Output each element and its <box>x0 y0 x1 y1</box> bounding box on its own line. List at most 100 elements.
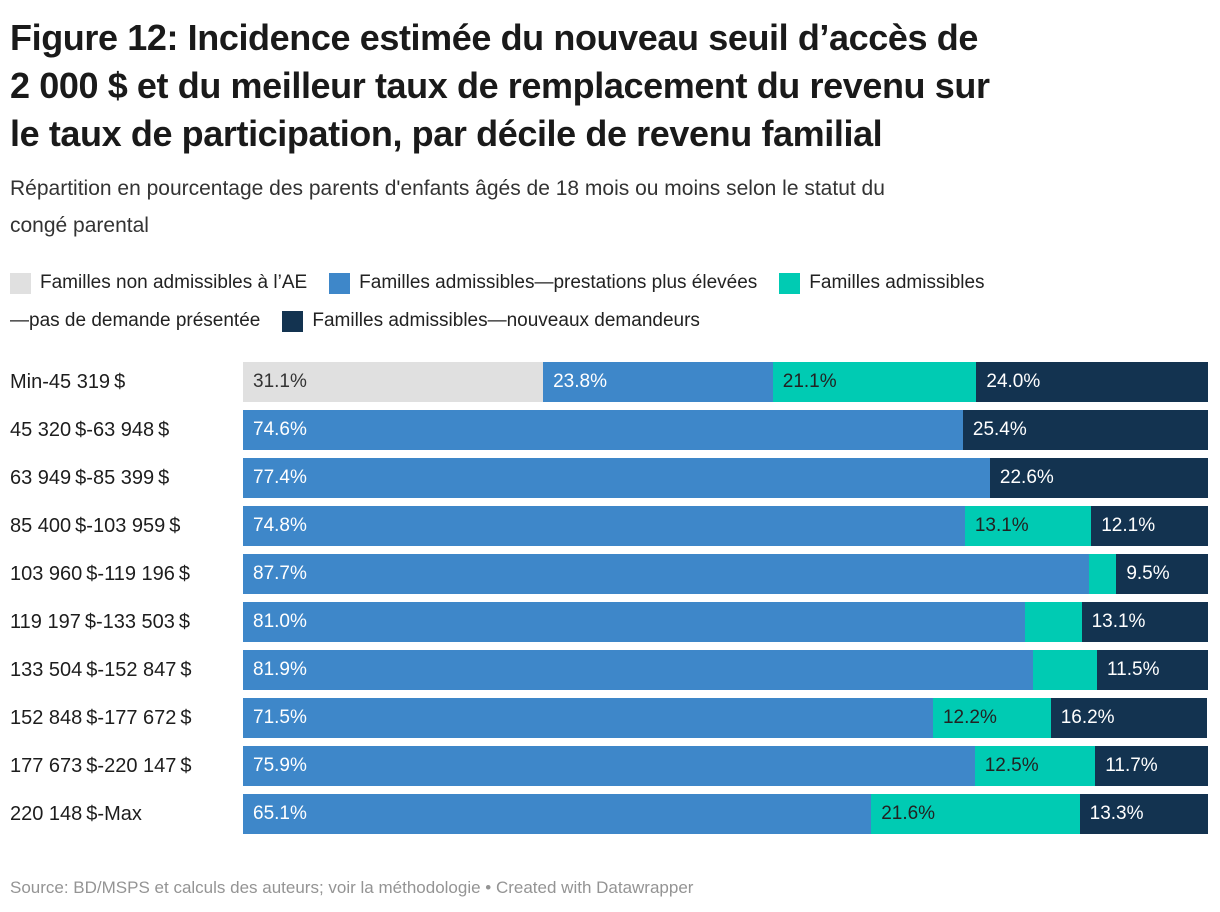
bar-segment[interactable]: 77.4% <box>243 458 990 498</box>
bar-segment[interactable]: 23.8% <box>543 362 773 402</box>
bar-track: 87.7% 9.5% <box>243 554 1208 594</box>
bar-segment[interactable] <box>1024 602 1082 642</box>
legend-item-label: Familles admissibles—nouveaux demandeurs <box>312 310 700 331</box>
segment-value-label: 74.6% <box>253 419 307 440</box>
segment-value-label: 81.9% <box>253 659 307 680</box>
segment-value-label: 87.7% <box>253 563 307 584</box>
bar-segment[interactable]: 75.9% <box>243 746 975 786</box>
legend-swatch <box>282 310 304 332</box>
legend-item[interactable]: Familles non admissibles à l’AE <box>10 272 307 294</box>
bar-segment[interactable]: 12.5% <box>974 746 1096 786</box>
bar-segment[interactable] <box>1033 650 1098 690</box>
segment-value-label: 13.1% <box>974 515 1029 536</box>
table-row: 119 197 $-133 503 $ 81.0% 13.1% <box>10 602 1208 642</box>
bar-track: 81.0% 13.1% <box>243 602 1208 642</box>
bar-segment[interactable]: 31.1% <box>243 362 544 402</box>
legend-item[interactable]: Familles admissibles <box>779 272 985 294</box>
bar-track: 75.9% 12.5% 11.7% <box>243 746 1208 786</box>
legend-item[interactable]: Familles admissibles—nouveaux demandeurs <box>282 310 700 332</box>
row-label: 152 848 $-177 672 $ <box>10 706 192 729</box>
legend: Familles non admissibles à l’AE Familles … <box>10 264 1208 340</box>
table-row: 103 960 $-119 196 $ 87.7% 9.5% <box>10 554 1208 594</box>
bar-segment[interactable]: 12.1% <box>1091 506 1208 546</box>
segment-value-label: 21.6% <box>881 803 936 824</box>
bar-segment[interactable]: 13.1% <box>964 506 1092 546</box>
bar-segment[interactable]: 81.9% <box>243 650 1034 690</box>
table-row: 45 320 $-63 948 $ 74.6% 25.4% <box>10 410 1208 450</box>
bar-track: 71.5% 12.2% 16.2% <box>243 698 1208 738</box>
bar-segment[interactable]: 13.3% <box>1079 794 1208 834</box>
table-row: 177 673 $-220 147 $ 75.9% 12.5% 11.7% <box>10 746 1208 786</box>
bar-segment[interactable]: 11.7% <box>1095 746 1208 786</box>
bar-segment[interactable]: 74.8% <box>243 506 965 546</box>
segment-value-label: 22.6% <box>999 467 1054 488</box>
segment-value-label: 12.2% <box>942 707 997 728</box>
row-label: Min-45 319 $ <box>10 370 126 393</box>
chart-title-line-3: le taux de participation, par décile de … <box>10 113 883 154</box>
bar-segment[interactable]: 65.1% <box>243 794 872 834</box>
legend-swatch <box>779 272 801 294</box>
table-row: 133 504 $-152 847 $ 81.9% 11.5% <box>10 650 1208 690</box>
segment-value-label: 25.4% <box>972 419 1027 440</box>
bar-segment[interactable]: 74.6% <box>243 410 963 450</box>
segment-value-label: 12.1% <box>1101 515 1156 536</box>
bar-segment[interactable]: 25.4% <box>962 410 1208 450</box>
bar-track: 77.4% 22.6% <box>243 458 1208 498</box>
legend-row: Familles non admissibles à l’AE Familles … <box>10 264 1208 302</box>
bar-segment[interactable]: 24.0% <box>976 362 1208 402</box>
segment-value-label: 9.5% <box>1126 563 1170 584</box>
segment-value-label: 81.0% <box>253 611 307 632</box>
table-row: Min-45 319 $ 31.1% 23.8% 21.1% 24.0% <box>10 362 1208 402</box>
row-label: 133 504 $-152 847 $ <box>10 658 192 681</box>
legend-item[interactable]: Familles admissibles—prestations plus él… <box>329 272 757 294</box>
bar-segment[interactable]: 11.5% <box>1097 650 1208 690</box>
segment-value-label: 24.0% <box>986 371 1041 392</box>
row-label: 119 197 $-133 503 $ <box>10 610 191 633</box>
bar-segment[interactable]: 21.1% <box>772 362 977 402</box>
row-label: 85 400 $-103 959 $ <box>10 514 181 537</box>
bar-segment[interactable]: 81.0% <box>243 602 1025 642</box>
bar-segment[interactable]: 13.1% <box>1081 602 1208 642</box>
legend-item-label: Familles non admissibles à l’AE <box>40 272 308 293</box>
chart-subtitle-line-2: congé parental <box>10 214 149 237</box>
segment-value-label: 23.8% <box>553 371 607 392</box>
bar-segment[interactable]: 71.5% <box>243 698 933 738</box>
segment-value-label: 16.2% <box>1060 707 1115 728</box>
table-row: 220 148 $-Max 65.1% 21.6% 13.3% <box>10 794 1208 834</box>
chart-subtitle-line-1: Répartition en pourcentage des parents d… <box>10 177 885 200</box>
bar-segment[interactable]: 12.2% <box>932 698 1051 738</box>
bar-track: 74.8% 13.1% 12.1% <box>243 506 1208 546</box>
table-row: 63 949 $-85 399 $ 77.4% 22.6% <box>10 458 1208 498</box>
segment-value-label: 11.5% <box>1107 659 1160 680</box>
segment-value-label: 13.3% <box>1089 803 1144 824</box>
chart-title-line-1: Figure 12: Incidence estimée du nouveau … <box>10 17 978 58</box>
legend-item-label: Familles admissibles <box>809 272 985 293</box>
segment-value-label: 75.9% <box>253 755 307 776</box>
row-label: 63 949 $-85 399 $ <box>10 466 170 489</box>
segment-value-label: 65.1% <box>253 803 307 824</box>
bar-track: 31.1% 23.8% 21.1% 24.0% <box>243 362 1208 402</box>
segment-value-label: 77.4% <box>253 467 307 488</box>
bar-track: 81.9% 11.5% <box>243 650 1208 690</box>
legend-item-label: —pas de demande présentée <box>10 310 261 331</box>
bar-track: 74.6% 25.4% <box>243 410 1208 450</box>
segment-value-label: 21.1% <box>782 371 837 392</box>
segment-value-label: 12.5% <box>984 755 1039 776</box>
table-row: 152 848 $-177 672 $ 71.5% 12.2% 16.2% <box>10 698 1208 738</box>
bar-segment[interactable]: 22.6% <box>989 458 1208 498</box>
row-label: 177 673 $-220 147 $ <box>10 754 192 777</box>
segment-value-label: 71.5% <box>253 707 307 728</box>
bar-segment[interactable]: 16.2% <box>1050 698 1208 738</box>
legend-row: —pas de demande présentée Familles admiss… <box>10 302 1208 340</box>
legend-item-label: Familles admissibles—prestations plus él… <box>359 272 758 293</box>
bar-segment[interactable]: 21.6% <box>871 794 1080 834</box>
bar-segment[interactable] <box>1089 554 1117 594</box>
segment-value-label: 74.8% <box>253 515 307 536</box>
legend-item[interactable]: —pas de demande présentée <box>10 310 260 332</box>
bar-segment[interactable]: 9.5% <box>1116 554 1208 594</box>
legend-swatch <box>10 272 31 294</box>
bar-rows: Min-45 319 $ 31.1% 23.8% 21.1% 24.0% 45 320 $… <box>10 362 1208 834</box>
row-label: 45 320 $-63 948 $ <box>10 418 170 441</box>
bar-segment[interactable]: 87.7% <box>243 554 1090 594</box>
